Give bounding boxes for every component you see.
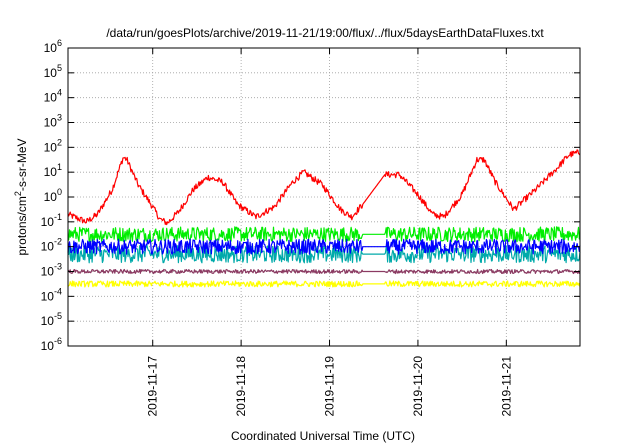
y-tick-label-base: 10 <box>41 339 55 353</box>
x-axis: 2019-11-17 2019-11-18 2019-11-19 2019-11-20… <box>146 48 513 417</box>
series-line <box>67 149 581 226</box>
x-axis-label: Coordinated Universal Time (UTC) <box>231 429 415 443</box>
y-tick-label-exp: 6 <box>57 38 62 48</box>
y-tick-label-exp: -2 <box>54 237 62 247</box>
y-tick-label: 10-1 <box>41 212 62 229</box>
y-tick-label-base: 10 <box>44 190 58 204</box>
y-tick-label-base: 10 <box>41 240 55 254</box>
y-tick-label-base: 10 <box>41 265 55 279</box>
y-tick-label-exp: 5 <box>57 63 62 73</box>
y-tick-label: 10-4 <box>41 286 62 303</box>
y-tick-label: 103 <box>44 113 62 130</box>
y-tick-label-exp: 0 <box>57 187 62 197</box>
y-tick-label: 105 <box>44 63 62 80</box>
y-tick-label: 106 <box>44 38 62 55</box>
series-line <box>67 226 581 243</box>
y-tick-label-exp: -5 <box>54 311 62 321</box>
y-tick-label: 10-3 <box>41 262 62 279</box>
y-tick-label-exp: 1 <box>57 162 62 172</box>
y-axis-label-sup: 2 <box>13 191 23 196</box>
series-line <box>67 280 581 288</box>
y-tick-label: 10-2 <box>41 237 62 254</box>
series-line <box>67 238 581 255</box>
y-tick-label-base: 10 <box>44 165 58 179</box>
y-tick-label-exp: -3 <box>54 262 62 272</box>
y-tick-label-base: 10 <box>41 215 55 229</box>
y-axis-label-base: protons/cm <box>15 196 29 255</box>
series-group <box>67 149 581 288</box>
y-tick-label-base: 10 <box>44 41 58 55</box>
y-tick-label-base: 10 <box>41 289 55 303</box>
y-tick-label-exp: 4 <box>57 88 62 98</box>
y-axis-label: protons/cm2-s-sr-MeV <box>13 138 29 255</box>
y-tick-label: 104 <box>44 88 62 105</box>
y-axis: 10-610-510-410-310-210-11001011021031041… <box>41 38 580 353</box>
y-tick-label-exp: 2 <box>57 137 62 147</box>
y-tick-label: 100 <box>44 187 62 204</box>
x-tick-label: 2019-11-17 <box>146 356 160 417</box>
y-tick-label-exp: -1 <box>54 212 62 222</box>
y-tick-label-base: 10 <box>44 116 58 130</box>
chart-title: /data/run/goesPlots/archive/2019-11-21/1… <box>106 26 544 40</box>
x-tick-label: 2019-11-20 <box>411 356 425 417</box>
series-line <box>67 268 581 275</box>
y-tick-label: 101 <box>44 162 62 179</box>
y-tick-label-base: 10 <box>44 66 58 80</box>
x-tick-label: 2019-11-19 <box>323 356 337 417</box>
x-tick-label: 2019-11-18 <box>234 356 248 417</box>
y-tick-label-base: 10 <box>41 314 55 328</box>
x-tick-label: 2019-11-21 <box>499 356 513 417</box>
y-tick-label-exp: -6 <box>54 336 62 346</box>
y-tick-label-base: 10 <box>44 140 58 154</box>
y-tick-label: 102 <box>44 137 62 154</box>
y-tick-label-base: 10 <box>44 91 58 105</box>
y-tick-label-exp: 3 <box>57 113 62 123</box>
y-tick-label: 10-6 <box>41 336 62 353</box>
y-axis-label-rest: -s-sr-MeV <box>15 138 29 191</box>
y-tick-label: 10-5 <box>41 311 62 328</box>
y-tick-label-exp: -4 <box>54 286 62 296</box>
